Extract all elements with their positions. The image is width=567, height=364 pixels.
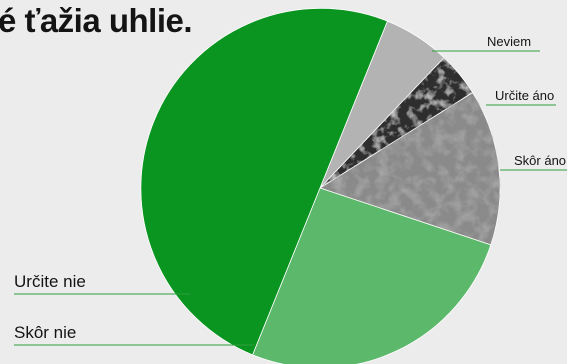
slice-label-skor-nie: Skôr nie: [14, 323, 76, 342]
slice-label-urcite-ano: Určite áno: [495, 88, 554, 103]
slice-label-neviem: Neviem: [487, 34, 531, 49]
pie-slice-urcite-nie: [140, 7, 388, 356]
slice-label-urcite-nie: Určite nie: [14, 272, 86, 291]
chart-title: é ťažia uhlie.: [0, 2, 193, 39]
slice-label-skor-ano: Skôr áno: [514, 153, 566, 168]
pie-slice-skor-ano: [319, 92, 501, 246]
pie-slice-skor-nie: [252, 187, 492, 364]
